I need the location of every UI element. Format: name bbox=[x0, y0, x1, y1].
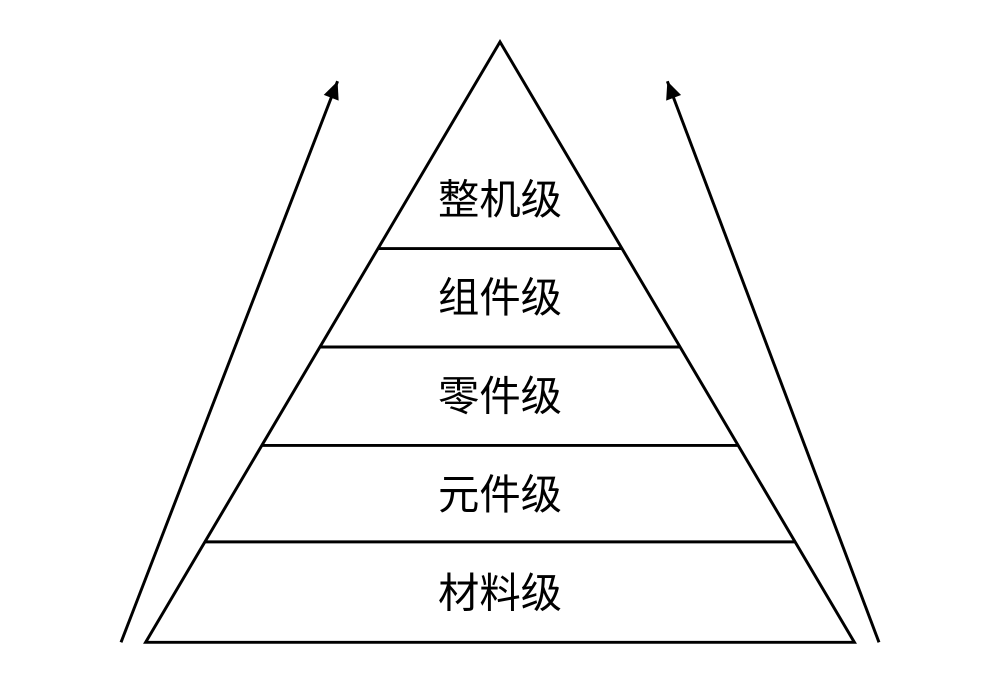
pyramid-level-label: 元件级 bbox=[438, 472, 562, 518]
pyramid-level-label: 组件级 bbox=[438, 275, 562, 321]
pyramid-shape bbox=[146, 42, 855, 642]
pyramid-level-label: 零件级 bbox=[438, 374, 562, 420]
pyramid-outline bbox=[146, 42, 855, 642]
left-arrow-head bbox=[324, 81, 339, 100]
pyramid-level-label: 材料级 bbox=[438, 571, 562, 617]
pyramid-svg: 整机级组件级零件级元件级材料级 bbox=[50, 32, 950, 662]
right-arrow-head bbox=[666, 81, 681, 100]
pyramid-diagram: 整机级组件级零件级元件级材料级 bbox=[50, 32, 950, 662]
pyramid-level-label: 整机级 bbox=[438, 177, 562, 223]
